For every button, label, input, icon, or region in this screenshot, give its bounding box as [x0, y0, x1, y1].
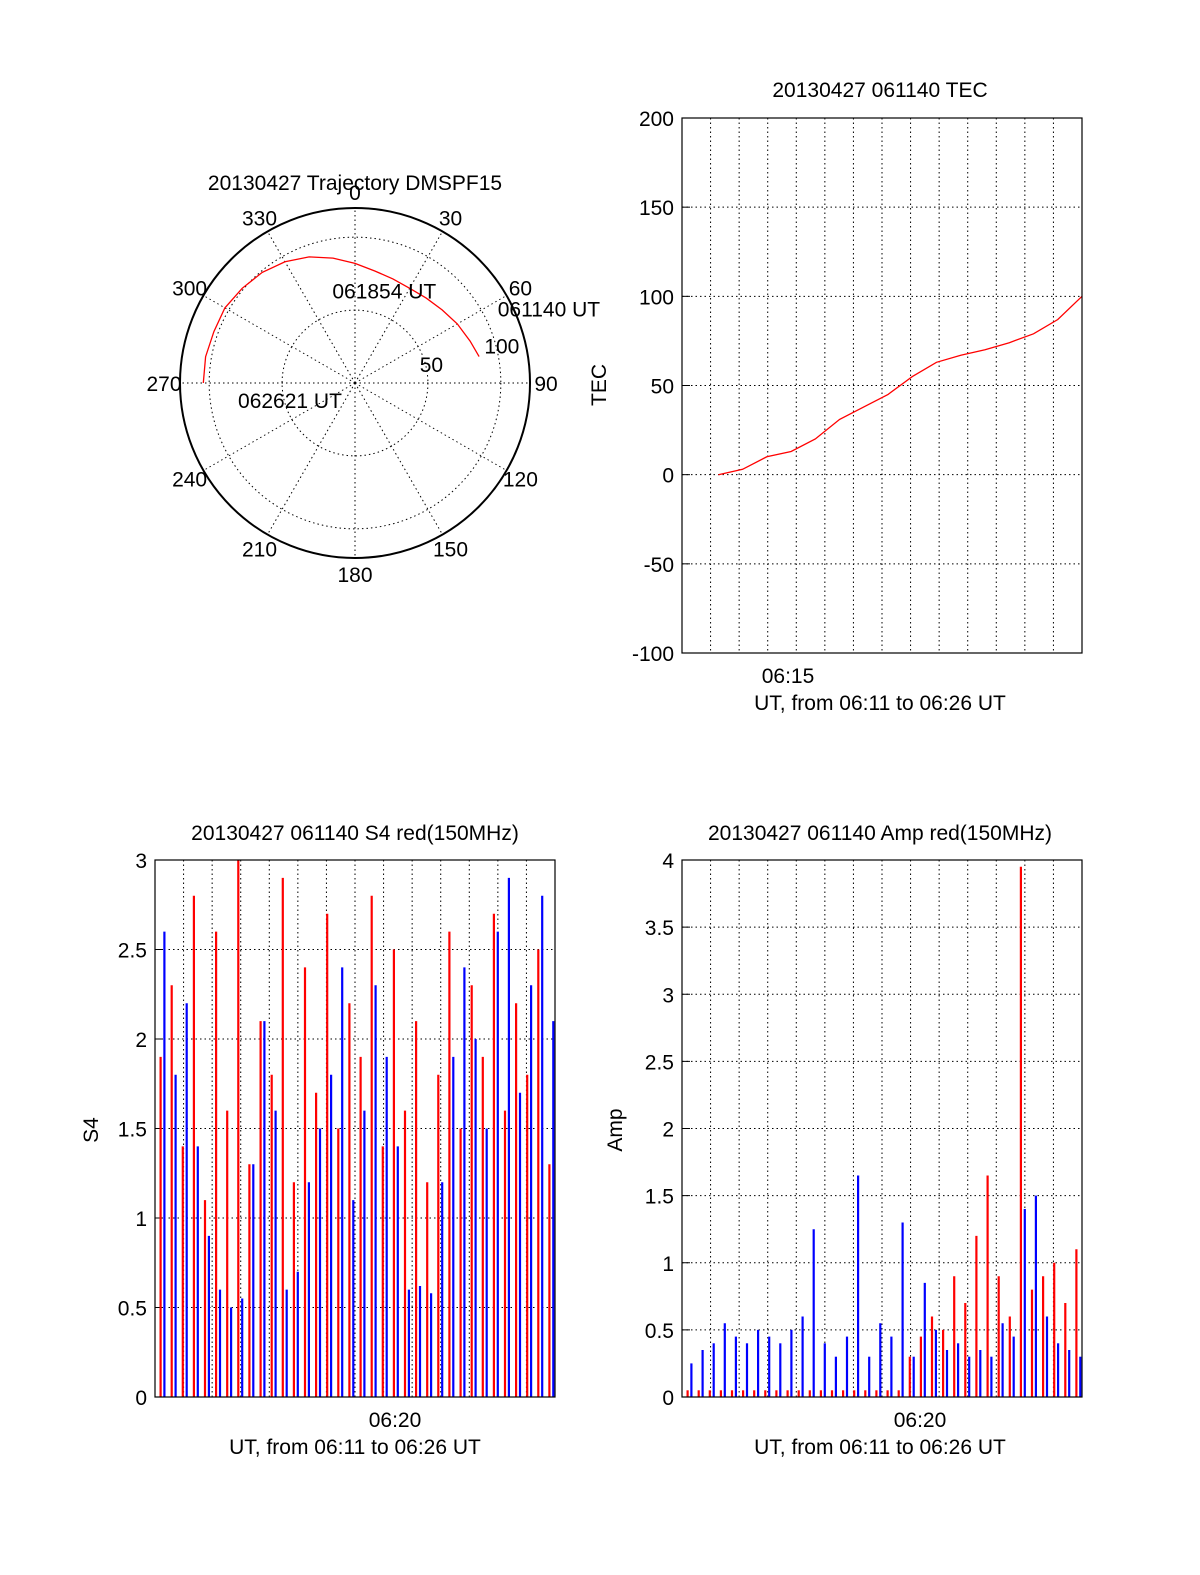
- s4-series: [159, 860, 555, 1397]
- polar-angle-label: 330: [242, 208, 277, 231]
- polar-time-label: 061140 UT: [498, 298, 601, 321]
- amp-title: 20130427 061140 Amp red(150MHz): [708, 822, 1052, 845]
- y-tick-label: 2: [662, 1119, 674, 1142]
- polar-spoke-150: [354, 382, 443, 535]
- polar-angle-label: 0: [349, 182, 361, 205]
- amp-y-axis-label: Amp: [604, 1108, 627, 1151]
- s4-x-axis-label: UT, from 06:11 to 06:26 UT: [229, 1436, 481, 1459]
- s4-y-tick-labels: 0 0.5 1 1.5 2 2.5 3: [118, 850, 147, 1410]
- polar-angle-label: 240: [172, 469, 207, 492]
- polar-angle-label: 120: [503, 469, 538, 492]
- polar-time-annotations: 061140 UT 061854 UT 062621 UT: [238, 280, 600, 412]
- polar-radius-label: 50: [420, 354, 443, 377]
- y-tick-label: 0: [135, 1387, 147, 1410]
- amp-frame: [681, 859, 1083, 1398]
- y-tick-label: 1: [135, 1208, 147, 1231]
- polar-outer-circle: [179, 207, 531, 559]
- tec-x-axis-label: UT, from 06:11 to 06:26 UT: [754, 692, 1006, 715]
- y-tick-label: 3.5: [645, 917, 674, 940]
- y-tick-label: 3: [662, 984, 674, 1007]
- y-tick-label: -50: [644, 554, 674, 577]
- y-tick-label: 0: [662, 465, 674, 488]
- tec-series-line: [718, 295, 1083, 476]
- amp-x-axis-label: UT, from 06:11 to 06:26 UT: [754, 1436, 1006, 1459]
- y-tick-label: 3: [135, 850, 147, 873]
- trajectory-title: 20130427 Trajectory DMSPF15: [208, 172, 502, 195]
- polar-radius-labels: 50 100: [420, 335, 520, 377]
- polar-time-label: 062621 UT: [238, 390, 342, 413]
- polar-angle-label: 210: [242, 538, 277, 561]
- s4-frame: [154, 859, 556, 1398]
- polar-angle-label: 180: [337, 564, 372, 587]
- trajectory-polar-plot: 20130427 Trajectory DMSPF15 0 30 60 90 120 15…: [146, 172, 600, 587]
- amp-x-tick-label: 06:20: [894, 1409, 947, 1432]
- y-tick-label: 2.5: [645, 1051, 674, 1074]
- y-tick-label: 2: [135, 1029, 147, 1052]
- amp-series: [686, 866, 1082, 1397]
- tec-plot: 20130427 061140 TEC -100-50050100150200 …: [588, 79, 1083, 715]
- y-tick-label: 0: [662, 1387, 674, 1410]
- y-tick-label: 1.5: [118, 1119, 147, 1142]
- s4-y-axis-label: S4: [80, 1117, 103, 1143]
- polar-angle-label: 60: [509, 278, 532, 301]
- polar-grid: [180, 208, 530, 558]
- polar-spoke-330: [267, 231, 356, 384]
- y-tick-label: 0.5: [118, 1298, 147, 1321]
- s4-x-tick-label: 06:20: [369, 1409, 422, 1432]
- polar-angle-label: 270: [146, 373, 181, 396]
- polar-spoke-120: [354, 382, 507, 471]
- y-tick-label: 4: [662, 850, 674, 873]
- polar-radius-label: 100: [484, 335, 519, 358]
- y-tick-label: 0.5: [645, 1320, 674, 1343]
- polar-angle-label: 90: [534, 373, 557, 396]
- satellite-track: [202, 256, 480, 384]
- amp-plot: 20130427 061140 Amp red(150MHz) 0 0.5 1 1.5…: [604, 822, 1083, 1459]
- tec-grid: [682, 117, 1082, 654]
- polar-angle-labels: 0 30 60 90 120 150 180 210 240 270 300 330: [146, 182, 557, 587]
- polar-ring-100: [208, 236, 502, 530]
- y-tick-label: 1: [662, 1253, 674, 1276]
- y-tick-label: 150: [639, 197, 674, 220]
- tec-y-tick-labels: -100 -50 0 50 100 150 200: [632, 108, 674, 666]
- polar-angle-label: 30: [439, 208, 462, 231]
- y-tick-label: 2.5: [118, 940, 147, 963]
- tec-frame: [681, 117, 1083, 654]
- amp-y-tick-labels: 0 0.5 1 1.5 2 2.5 3 3.5 4: [645, 850, 675, 1410]
- tec-title: 20130427 061140 TEC: [772, 79, 987, 102]
- polar-angle-label: 150: [433, 538, 468, 561]
- s4-title: 20130427 061140 S4 red(150MHz): [191, 822, 519, 845]
- tec-x-tick-label: 06:15: [762, 665, 815, 688]
- polar-angle-label: 300: [172, 278, 207, 301]
- polar-spoke-300: [203, 295, 356, 384]
- y-tick-label: -100: [632, 643, 674, 666]
- y-tick-label: 200: [639, 108, 674, 131]
- s4-plot: 20130427 061140 S4 red(150MHz) 0 0.5 1 1.5 2…: [80, 822, 556, 1459]
- polar-time-label: 061854 UT: [332, 280, 436, 303]
- y-tick-label: 100: [639, 286, 674, 309]
- y-tick-label: 1.5: [645, 1186, 674, 1209]
- tec-y-axis-label: TEC: [588, 364, 611, 406]
- y-tick-label: 50: [651, 376, 674, 399]
